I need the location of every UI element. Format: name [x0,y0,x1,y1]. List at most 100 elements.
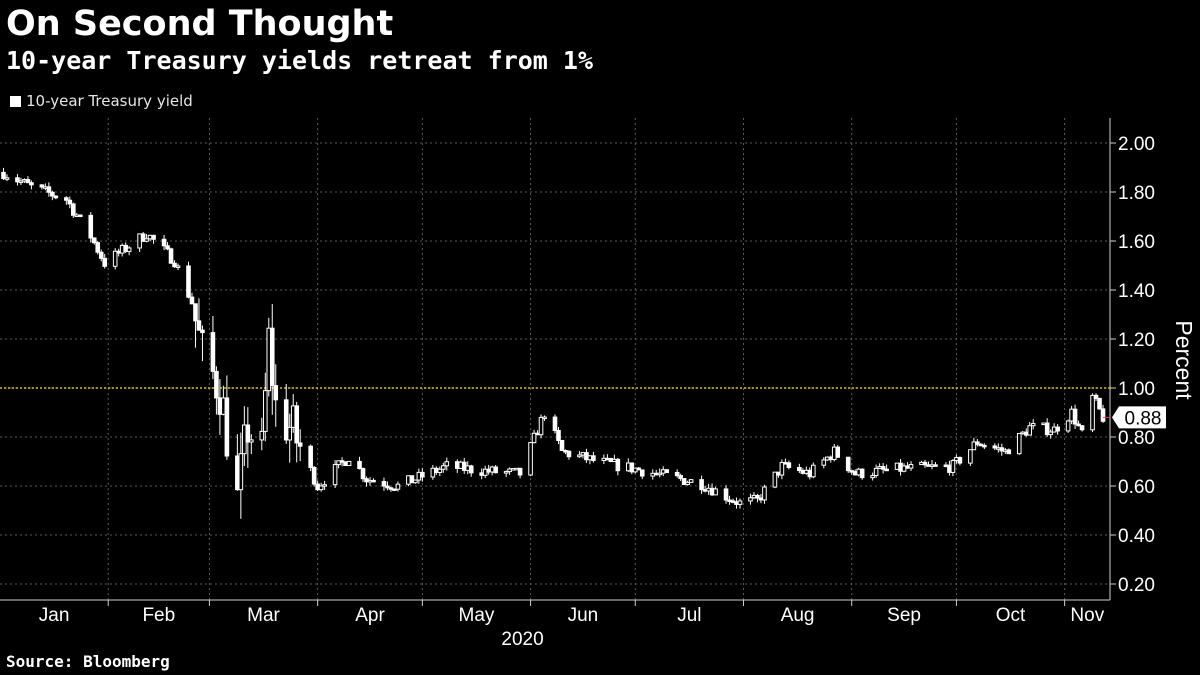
candle-body [297,442,303,447]
candle-body [67,199,73,205]
candle-body [922,461,928,466]
y-tick-label: 0.20 [1118,575,1155,596]
candle-body [360,468,366,480]
candle-body [53,195,59,199]
candle-body [713,488,718,496]
candle-body [144,238,149,242]
candle-body [821,459,827,466]
y-tick-label: 0.40 [1118,526,1155,547]
candle-body [538,416,544,436]
candle-body [39,184,45,188]
candle-body [566,450,572,458]
candle-body [552,416,558,431]
candle-body [1079,425,1085,431]
candle-body [413,479,418,484]
candle-body [971,441,977,451]
source-note: Source: Bloomberg [6,652,170,671]
candle-body [420,471,425,478]
y-tick-label: 1.00 [1118,379,1155,400]
candle-body [629,462,635,473]
candle-body [657,472,663,476]
candle-body [196,320,202,331]
candle-body [737,500,743,505]
x-tick-label: Apr [355,605,385,626]
candle-body [950,460,956,473]
candle-body [151,234,156,240]
candle-body [18,180,24,184]
candle-body [639,469,645,477]
candle-body [559,439,565,452]
candle-body [161,238,167,247]
legend-swatch [10,95,21,107]
candle-body [385,485,390,489]
y-tick-label: 1.80 [1118,183,1155,204]
candle-body [678,475,683,480]
y-tick-label: 1.60 [1118,232,1155,253]
candle-body [371,479,376,483]
candle-body [168,248,174,264]
candle-body [200,329,205,334]
candle-body [318,485,324,491]
candle-body [1065,420,1071,432]
legend-label: 10-year Treasury yield [26,92,193,110]
candle-body [1090,394,1095,431]
candle-body [381,481,387,487]
x-tick-label: Feb [142,605,175,626]
candle-body [772,471,778,488]
x-tick-label: Sep [887,605,921,626]
candle-body [444,461,450,467]
x-tick-label: May [459,605,495,626]
candle-body [933,464,938,467]
candle-body [91,237,97,244]
candle-body [873,467,879,477]
candle-body [29,182,34,186]
y-tick-label: 0.80 [1118,428,1155,449]
candle-body [835,446,841,458]
candle-body [346,460,352,467]
x-tick-label: Mar [247,605,280,626]
candle-body [112,250,118,267]
candle-body [172,262,177,268]
candle-body [615,458,621,472]
chart-subtitle: 10-year Treasury yields retreat from 1% [6,46,593,75]
candle-body [245,424,251,443]
candle-body [1093,394,1099,399]
candle-body [409,475,415,484]
candle-body [175,265,181,268]
candle-body [1097,397,1102,410]
candle-body [968,449,973,464]
candle-body [308,445,313,468]
y-tick-label: 0.60 [1118,477,1155,498]
candle-body [845,456,851,472]
last-value-label: 0.88 [1125,408,1162,429]
candle-body [311,466,317,485]
candle-body [98,251,104,259]
candle-body [71,203,76,216]
candle-body [193,303,198,322]
candle-body [664,469,669,473]
candle-body [636,467,642,471]
candle-body [283,399,289,441]
candle-body [786,462,792,468]
candle-body [1076,423,1081,427]
y-axis-title: Percent [1171,320,1197,400]
candle-body [870,475,875,479]
candle-body [1100,408,1106,422]
chart-title: On Second Thought [6,4,394,44]
candle-body [4,177,10,180]
candle-body [186,265,191,298]
candle-body [975,441,980,445]
candle-body [468,465,474,474]
candle-body [95,242,101,253]
candle-body [64,197,69,201]
candle-body [287,426,293,441]
y-tick-label: 1.20 [1118,330,1155,351]
candle-body [748,497,753,502]
candle-body [517,467,523,476]
candle-body [1030,423,1036,427]
candle-body [88,214,94,239]
candle-body [262,390,268,432]
legend: 10-year Treasury yield [10,90,193,112]
candle-body [992,445,998,449]
candle-body [681,478,687,486]
